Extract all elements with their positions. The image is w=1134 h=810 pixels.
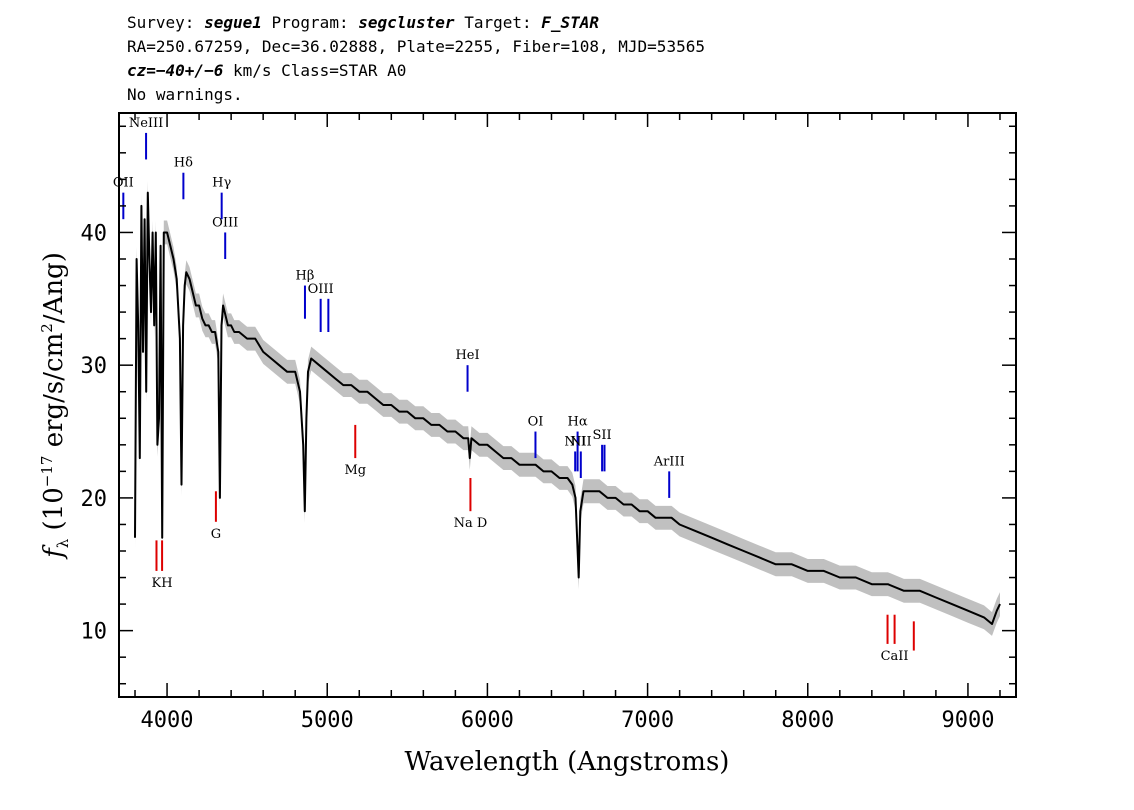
- emission-label: OIII: [308, 282, 334, 297]
- header-line-2: RA=250.67259, Dec=36.02888, Plate=2255, …: [127, 37, 705, 56]
- emission-label: Hδ: [174, 156, 193, 171]
- absorption-label: G: [211, 527, 221, 542]
- y-tick-label: 20: [81, 487, 108, 512]
- absorption-label: Mg: [344, 463, 366, 478]
- emission-label: OIII: [212, 215, 238, 230]
- emission-label: NII: [564, 434, 586, 449]
- x-tick-label: 4000: [141, 708, 194, 733]
- error-band: [135, 180, 1000, 636]
- header-line-4: No warnings.: [127, 85, 243, 104]
- x-axis-title: Wavelength (Angstroms): [405, 747, 730, 777]
- spectrum-line: [134, 191, 1001, 625]
- x-tick-label: 9000: [941, 708, 994, 733]
- plot-frame: [118, 112, 1017, 698]
- absorption-label: CaII: [881, 649, 909, 664]
- emission-label: Hγ: [212, 176, 231, 191]
- plot-area: [134, 180, 1001, 636]
- emission-label: NeIII: [129, 116, 163, 131]
- x-tick-label: 6000: [461, 708, 514, 733]
- y-tick-label: 30: [81, 354, 108, 379]
- emission-label: OII: [113, 176, 134, 191]
- y-axis-title: fλ (10−17 erg/s/cm2/Ang): [38, 252, 72, 560]
- emission-label: SII: [593, 428, 612, 443]
- axes: 4000 5000 6000 7000 8000 9000 10 20 30 40: [81, 112, 1017, 733]
- emission-label: OI: [528, 415, 544, 430]
- emission-label: NII: [570, 434, 592, 449]
- y-tick-label: 40: [81, 221, 108, 246]
- header-line-3: cz=−40+/−6 km/s Class=STAR A0: [127, 61, 406, 80]
- emission-label: HeI: [455, 348, 479, 363]
- emission-label: Hα: [568, 415, 588, 430]
- x-tick-label: 8000: [781, 708, 834, 733]
- emission-label: Hβ: [296, 269, 315, 284]
- absorption-label: Na D: [454, 516, 488, 531]
- x-tick-label: 7000: [621, 708, 674, 733]
- absorption-label: KH: [152, 576, 173, 591]
- x-tick-label: 5000: [301, 708, 354, 733]
- header-line-1: Survey: segue1 Program: segcluster Targe…: [127, 13, 599, 32]
- emission-label: ArIII: [653, 454, 685, 469]
- y-tick-label: 10: [81, 620, 108, 645]
